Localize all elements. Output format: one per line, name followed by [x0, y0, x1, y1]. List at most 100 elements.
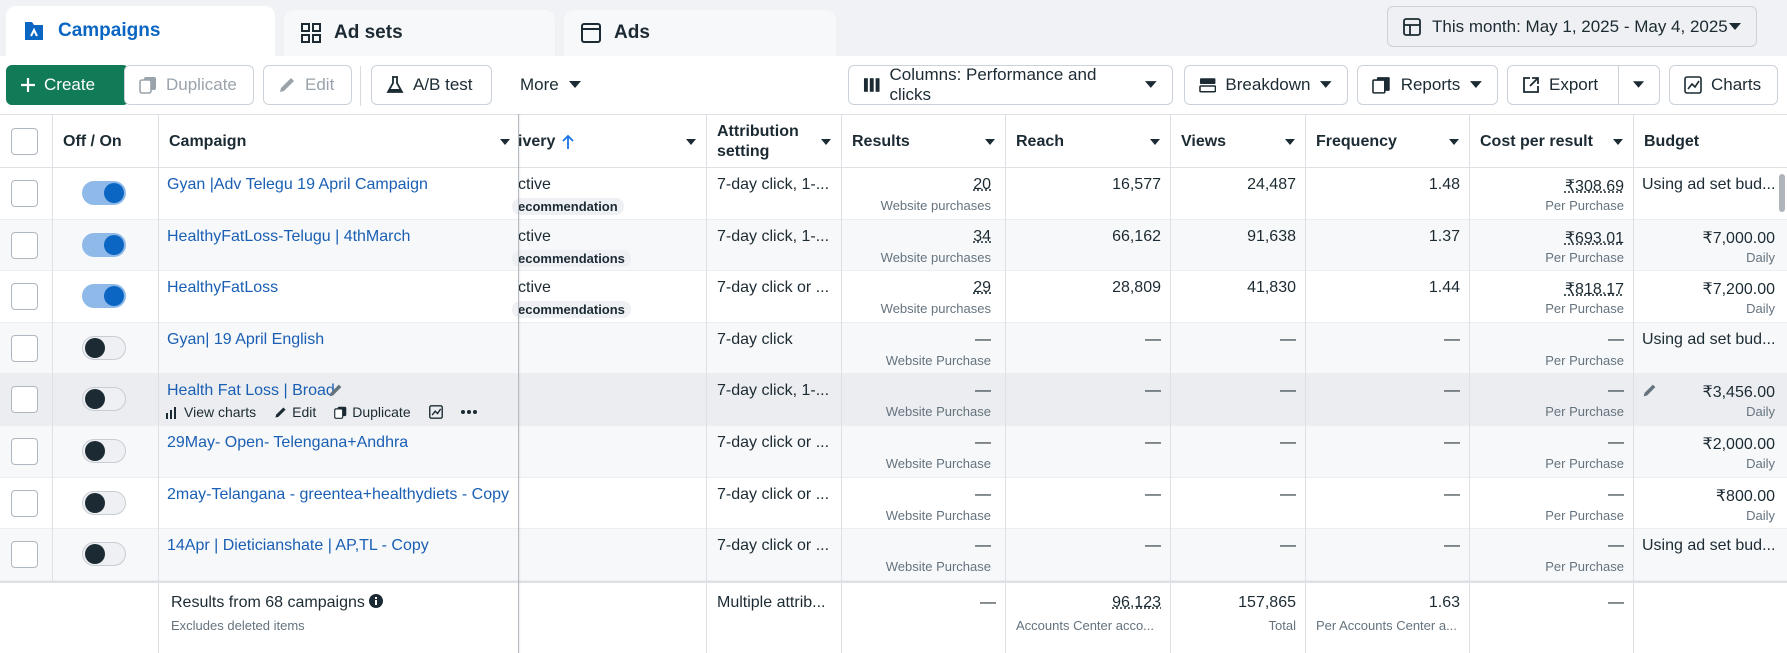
- col-delivery[interactable]: ivery: [518, 115, 706, 169]
- export-dropdown-button[interactable]: [1618, 65, 1660, 105]
- campaign-toggle[interactable]: [82, 232, 126, 257]
- col-frequency[interactable]: Frequency: [1305, 115, 1469, 169]
- footer-reach: 96,123: [1112, 594, 1161, 611]
- more-actions[interactable]: [460, 410, 477, 415]
- table-row[interactable]: Gyan| 19 April English 7-day click — Websit…: [0, 322, 1787, 375]
- tab-ads[interactable]: Ads: [564, 10, 836, 56]
- info-icon[interactable]: [369, 594, 384, 608]
- charts-button[interactable]: Charts: [1669, 65, 1778, 105]
- campaign-toggle[interactable]: [82, 387, 126, 412]
- view-charts-action[interactable]: View charts: [166, 404, 256, 420]
- breakdown-label: Breakdown: [1225, 75, 1311, 94]
- row-checkbox[interactable]: [11, 334, 38, 362]
- create-label: Create: [44, 75, 96, 94]
- cost-per-result-value: —: [1608, 485, 1624, 503]
- recommendation-badge[interactable]: ecommendation: [512, 198, 624, 215]
- col-reach[interactable]: Reach: [1005, 115, 1170, 169]
- chevron-down-icon: [1320, 81, 1333, 88]
- col-budget[interactable]: Budget: [1633, 115, 1787, 169]
- table-row[interactable]: HealthyFatLoss ctive ecommendations 7-day c…: [0, 271, 1787, 323]
- columns-button[interactable]: Columns: Performance and clicks: [848, 65, 1173, 105]
- pencil-icon[interactable]: [1642, 383, 1657, 398]
- campaign-name-link[interactable]: 29May- Open- Telengana+Andhra: [167, 434, 409, 451]
- duplicate-label: Duplicate: [166, 75, 237, 94]
- vertical-scrollbar[interactable]: [1779, 174, 1785, 212]
- table-row[interactable]: 2may-Telangana - greentea+healthydiets -…: [0, 478, 1787, 530]
- row-checkbox[interactable]: [11, 386, 38, 414]
- recommendation-badge[interactable]: ecommendations: [512, 301, 631, 319]
- views-value: —: [1280, 382, 1296, 400]
- row-checkbox[interactable]: [11, 489, 38, 517]
- duplicate-button[interactable]: Duplicate: [124, 65, 254, 105]
- table-row[interactable]: Gyan |Adv Telegu 19 April Campaign ctive e…: [0, 168, 1787, 220]
- chevron-down-icon: [1632, 81, 1645, 88]
- campaign-toggle[interactable]: [82, 542, 126, 567]
- col-campaign[interactable]: Campaign: [158, 115, 520, 169]
- delivery-status: ctive: [518, 176, 551, 193]
- create-button[interactable]: Create: [6, 65, 129, 105]
- edit-button[interactable]: Edit: [263, 65, 352, 105]
- results-type: Website purchases: [880, 198, 991, 213]
- budget-type: Daily: [1746, 301, 1775, 317]
- results-value: —: [975, 537, 991, 555]
- col-results[interactable]: Results: [841, 115, 1005, 169]
- date-range-picker[interactable]: This month: May 1, 2025 - May 4, 2025: [1387, 6, 1757, 47]
- footer-frequency: 1.63: [1428, 594, 1460, 611]
- export-icon: [1523, 77, 1539, 93]
- ab-test-label: A/B test: [413, 75, 473, 94]
- ab-test-button[interactable]: A/B test: [371, 65, 492, 105]
- pencil-icon[interactable]: [328, 383, 343, 398]
- footer-subtitle: Excludes deleted items: [171, 618, 305, 633]
- cost-per-result-type: Per Purchase: [1545, 249, 1624, 265]
- campaign-name-link[interactable]: 2may-Telangana - greentea+healthydiets -…: [167, 485, 509, 503]
- tab-campaigns[interactable]: Campaigns: [6, 6, 275, 56]
- row-checkbox[interactable]: [11, 438, 38, 465]
- export-button[interactable]: Export: [1507, 65, 1619, 105]
- campaign-toggle[interactable]: [82, 181, 126, 205]
- col-cost-per-result[interactable]: Cost per result: [1469, 115, 1633, 169]
- table-row[interactable]: 14Apr | Dieticianshate | AP,TL - Copy 7-d…: [0, 529, 1787, 581]
- campaign-name-link[interactable]: 14Apr | Dieticianshate | AP,TL - Copy: [167, 537, 429, 555]
- views-value: 41,830: [1247, 279, 1296, 297]
- results-type: Website Purchase: [885, 352, 991, 368]
- table-row[interactable]: 29May- Open- Telengana+Andhra 7-day click…: [0, 426, 1787, 478]
- row-checkbox[interactable]: [11, 283, 38, 311]
- row-actions: View charts Edit Duplicate: [166, 404, 489, 420]
- results-value: —: [975, 330, 991, 348]
- plus-icon: [21, 78, 35, 92]
- footer-frequency-sub: Per Accounts Center a...: [1316, 618, 1457, 633]
- campaign-name-link[interactable]: Gyan| 19 April English: [167, 330, 325, 348]
- col-off-on[interactable]: Off / On: [52, 115, 158, 169]
- duplicate-action[interactable]: Duplicate: [334, 404, 411, 420]
- table-row[interactable]: Health Fat Loss | Broad View charts Edit Du…: [0, 374, 1787, 426]
- more-button[interactable]: More: [505, 65, 605, 105]
- tab-ad-sets[interactable]: Ad sets: [284, 10, 555, 56]
- campaign-name-link[interactable]: Gyan |Adv Telegu 19 April Campaign: [167, 176, 428, 193]
- trend-action[interactable]: [428, 405, 443, 420]
- campaign-toggle[interactable]: [82, 490, 126, 515]
- col-attribution-setting[interactable]: Attribution setting: [706, 115, 841, 169]
- row-checkbox[interactable]: [11, 180, 38, 207]
- campaign-name-link[interactable]: HealthyFatLoss: [167, 279, 279, 297]
- breakdown-button[interactable]: Breakdown: [1184, 65, 1348, 105]
- reports-icon: [1372, 77, 1390, 94]
- recommendation-badge[interactable]: ecommendations: [512, 249, 631, 267]
- col-views[interactable]: Views: [1170, 115, 1305, 169]
- campaign-toggle[interactable]: [82, 335, 126, 360]
- campaign-toggle[interactable]: [82, 284, 126, 309]
- campaign-toggle[interactable]: [82, 439, 126, 463]
- cost-per-result-type: Per Purchase: [1545, 507, 1624, 523]
- edit-action[interactable]: Edit: [274, 404, 316, 420]
- campaign-name-link[interactable]: Health Fat Loss | Broad: [167, 382, 335, 400]
- attribution-setting: 7-day click or ...: [717, 485, 830, 503]
- row-checkbox[interactable]: [11, 541, 38, 569]
- table-row[interactable]: HealthyFatLoss-Telugu | 4thMarch ctive eco…: [0, 219, 1787, 272]
- footer-cost: —: [1608, 594, 1624, 611]
- column-divider: [1170, 114, 1171, 653]
- reach-value: —: [1145, 330, 1161, 348]
- column-divider: [518, 114, 519, 653]
- row-checkbox[interactable]: [11, 231, 38, 259]
- reports-button[interactable]: Reports: [1357, 65, 1498, 105]
- select-all-checkbox[interactable]: [11, 128, 38, 155]
- campaign-name-link[interactable]: HealthyFatLoss-Telugu | 4thMarch: [167, 227, 411, 245]
